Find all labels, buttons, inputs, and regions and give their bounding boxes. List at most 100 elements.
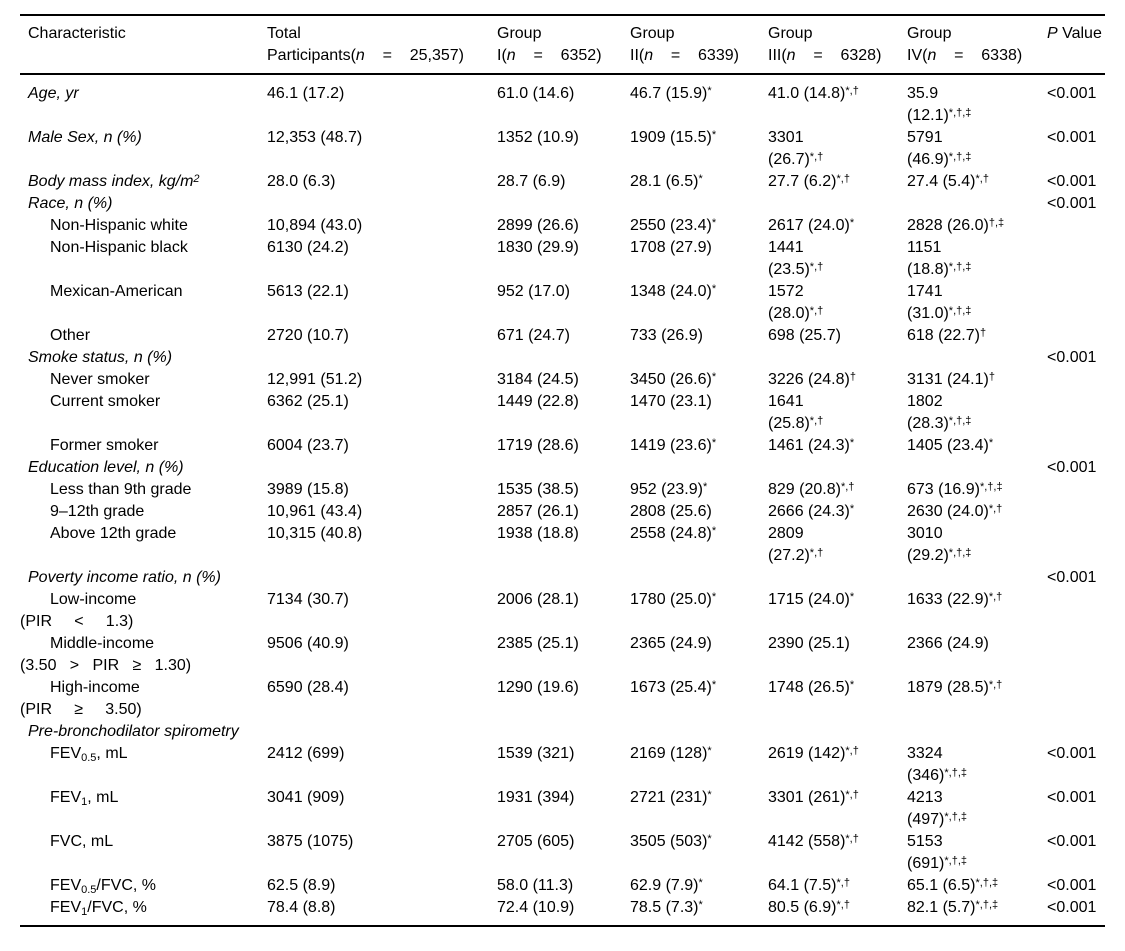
value-cell: 80.5 (6.9)*,†: [768, 897, 907, 927]
value-cell: 1449 (22.8): [497, 393, 579, 410]
column-subtitle: IV(n = 6338): [907, 45, 1033, 67]
value-cell: 35.9 (12.1)*,†,‡: [907, 85, 972, 124]
column-header-group-1: Group I(n = 6352): [497, 15, 630, 75]
column-title: Group: [768, 25, 813, 42]
p-title-rest: Value: [1057, 25, 1102, 42]
characteristic-label-continuation: (PIR ≥ 3.50): [20, 701, 142, 718]
characteristic-label: Other: [50, 327, 91, 344]
subtitle-count: = 6338): [936, 47, 1023, 64]
p-value-cell: <0.001: [1047, 833, 1097, 850]
value-cell: [267, 457, 497, 479]
value-cell: 3505 (503)*: [630, 833, 712, 850]
value-cell: 1470 (23.1): [630, 393, 712, 410]
value-cell: [630, 567, 768, 589]
value-cell: [267, 567, 497, 589]
value-cell: 9506 (40.9): [267, 635, 349, 652]
characteristic-label: High-income: [50, 679, 140, 696]
value-cell: 1572 (28.0)*,†: [768, 283, 824, 322]
column-title: P Value: [1047, 23, 1102, 45]
subtitle-text: Participants(: [267, 47, 356, 64]
subtitle-count: = 6328): [795, 47, 882, 64]
value-cell: 2808 (25.6): [630, 503, 712, 520]
characteristic-label: 9–12th grade: [50, 503, 145, 520]
characteristic-cell: Low-income (PIR < 1.3): [20, 589, 267, 633]
value-cell: 6590 (28.4): [267, 679, 349, 696]
table-row: Race, n (%) <0.001: [20, 193, 1105, 215]
value-cell: 4213 (497)*,†,‡: [907, 789, 967, 828]
characteristic-label: Middle-income: [50, 635, 155, 652]
value-cell: [907, 457, 1047, 479]
characteristic-label: Poverty income ratio, n (%): [28, 569, 221, 586]
value-cell: 58.0 (11.3): [497, 877, 574, 894]
value-cell: [267, 347, 497, 369]
p-value-cell: <0.001: [1047, 349, 1097, 366]
value-cell: 2721 (231)*: [630, 789, 712, 806]
value-cell: [497, 347, 630, 369]
value-cell: 2809 (27.2)*,†: [768, 525, 824, 564]
p-value-cell: [1047, 369, 1105, 391]
value-cell: 10,894 (43.0): [267, 217, 363, 234]
characteristic-cell: Middle-income (3.50 > PIR ≥ 1.30): [20, 633, 267, 677]
column-subtitle: I(n = 6352): [497, 45, 616, 67]
value-cell: 1633 (22.9)*,†: [907, 591, 1003, 608]
value-cell: [267, 721, 497, 743]
column-header-group-3: Group III(n = 6328): [768, 15, 907, 75]
table-row: Former smoker 6004 (23.7) 1719 (28.6) 1419 …: [20, 435, 1105, 457]
n-variable: n: [644, 47, 654, 64]
value-cell: [907, 721, 1047, 743]
value-cell: 2558 (24.8)*: [630, 525, 717, 542]
characteristic-label: Education level, n (%): [28, 459, 184, 476]
characteristic-cell: Age, yr: [20, 74, 267, 127]
column-header-p-value: P Value: [1047, 15, 1105, 75]
value-cell: 2169 (128)*: [630, 745, 712, 762]
value-cell: 1802 (28.3)*,†,‡: [907, 393, 972, 432]
value-cell: 82.1 (5.7)*,†,‡: [907, 897, 1047, 927]
characteristic-cell: FEV1, mL: [20, 787, 267, 831]
p-value-cell: [1047, 479, 1105, 501]
value-cell: 952 (23.9)*: [630, 481, 708, 498]
characteristic-label: Non-Hispanic black: [50, 239, 188, 256]
value-cell: 10,315 (40.8): [267, 525, 363, 542]
value-cell: 2366 (24.9): [907, 635, 989, 652]
value-cell: 3301 (261)*,†: [768, 789, 859, 806]
column-title: Characteristic: [28, 25, 126, 42]
column-title: Group: [630, 25, 675, 42]
table-row: Middle-income (3.50 > PIR ≥ 1.30) 9506 (40…: [20, 633, 1105, 677]
characteristic-cell: Poverty income ratio, n (%): [20, 567, 267, 589]
p-value-cell: [1047, 721, 1105, 743]
subtitle-count: = 6339): [653, 47, 739, 64]
value-cell: [768, 193, 907, 215]
characteristic-cell: Smoke status, n (%): [20, 347, 267, 369]
characteristic-cell: FVC, mL: [20, 831, 267, 875]
characteristic-label: Race, n (%): [28, 195, 113, 212]
table-row: Body mass index, kg/m2 28.0 (6.3) 28.7 (6.…: [20, 171, 1105, 193]
value-cell: 1290 (19.6): [497, 679, 579, 696]
subtitle-text: III(: [768, 47, 787, 64]
value-cell: 3010 (29.2)*,†,‡: [907, 525, 972, 564]
subtitle-count: = 6352): [515, 47, 602, 64]
n-variable: n: [355, 47, 365, 64]
value-cell: 1715 (24.0)*: [768, 591, 855, 608]
table-row: Smoke status, n (%) <0.001: [20, 347, 1105, 369]
value-cell: [630, 721, 768, 743]
value-cell: 1673 (25.4)*: [630, 679, 717, 696]
characteristic-cell: FEV0.5, mL: [20, 743, 267, 787]
characteristic-label: Current smoker: [50, 393, 161, 410]
p-value-cell: [1047, 215, 1105, 237]
value-cell: 2630 (24.0)*,†: [907, 503, 1003, 520]
value-cell: 671 (24.7): [497, 327, 570, 344]
n-variable: n: [506, 47, 516, 64]
value-cell: 28.7 (6.9): [497, 173, 566, 190]
value-cell: [768, 567, 907, 589]
value-cell: 1748 (26.5)*: [768, 679, 855, 696]
characteristic-label-continuation: (3.50 > PIR ≥ 1.30): [20, 657, 192, 674]
value-cell: 1879 (28.5)*,†: [907, 679, 1003, 696]
value-cell: 12,991 (51.2): [267, 371, 363, 388]
value-cell: 1931 (394): [497, 789, 575, 806]
value-cell: 78.5 (7.3)*: [630, 897, 768, 927]
p-value-cell: <0.001: [1047, 85, 1097, 102]
value-cell: 2705 (605): [497, 833, 575, 850]
value-cell: [907, 347, 1047, 369]
table-row: High-income (PIR ≥ 3.50) 6590 (28.4) 1290 (…: [20, 677, 1105, 721]
characteristic-label: Never smoker: [50, 371, 150, 388]
